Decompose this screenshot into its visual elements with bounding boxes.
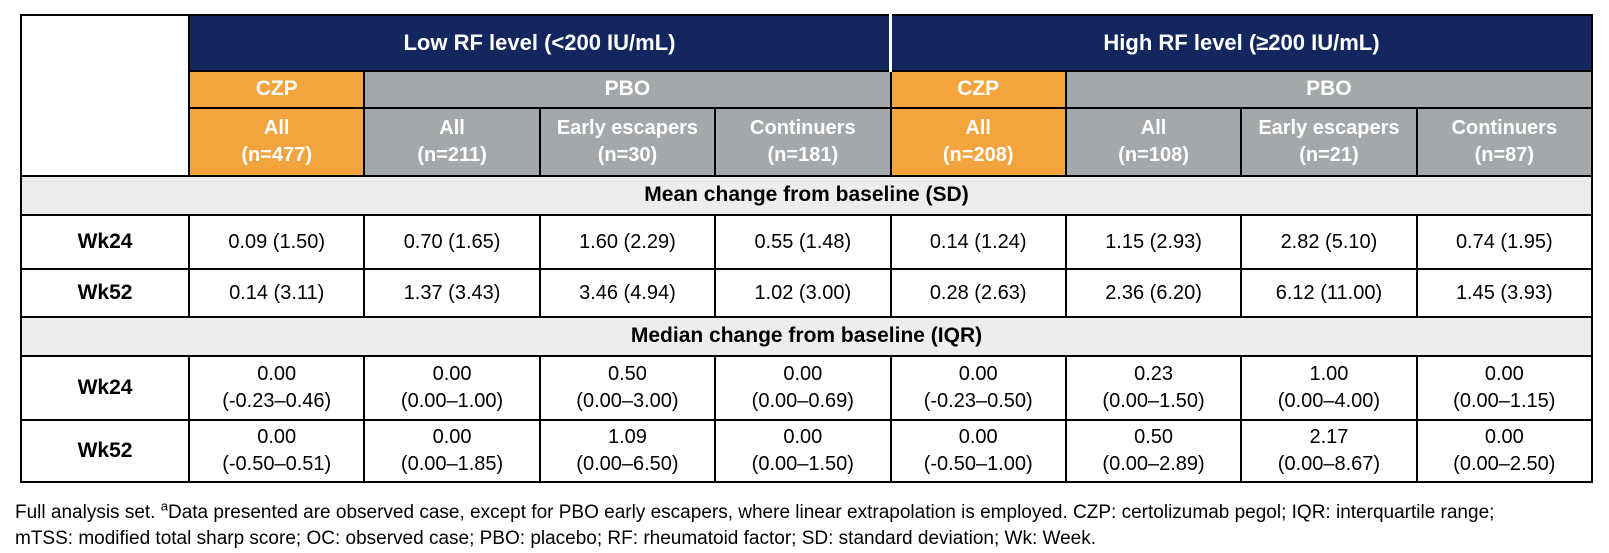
data-cell: 1.15 (2.93) xyxy=(1064,214,1243,270)
data-cell: 0.00 (0.00–1.00) xyxy=(363,355,541,421)
section-title-mean-change: Mean change from baseline (SD) xyxy=(20,175,1593,216)
group-header-high-rf: High RF level (≥200 IU/mL) xyxy=(889,14,1593,72)
footnote-prefix: Full analysis set. xyxy=(15,502,161,523)
treatment-header-pbo-low: PBO xyxy=(363,70,892,109)
row-label-wk52-median: Wk52 xyxy=(20,419,190,483)
footnote-superscript: a xyxy=(160,498,168,514)
column-header-pbo-continuers-low: Continuers (n=181) xyxy=(714,107,892,177)
blank-corner xyxy=(20,14,190,177)
data-cell: 1.02 (3.00) xyxy=(714,268,892,318)
data-cell: 1.00 (0.00–4.00) xyxy=(1240,355,1418,421)
data-cell: 2.82 (5.10) xyxy=(1240,214,1418,270)
data-cell: 0.50 (0.00–2.89) xyxy=(1064,419,1243,483)
row-label-wk52-mean: Wk52 xyxy=(20,268,190,318)
column-header-pbo-continuers-high: Continuers (n=87) xyxy=(1415,107,1594,177)
section-header-row: Mean change from baseline (SD) xyxy=(20,175,1593,216)
data-cell: 0.00 (-0.23–0.46) xyxy=(187,355,366,421)
data-cell: 2.17 (0.00–8.67) xyxy=(1240,419,1418,483)
column-header-pbo-early-escapers-low: Early escapers (n=30) xyxy=(538,107,717,177)
data-cell: 1.09 (0.00–6.50) xyxy=(538,419,717,483)
data-cell: 1.45 (3.93) xyxy=(1415,268,1594,318)
data-cell: 0.00 (0.00–1.85) xyxy=(363,419,541,483)
data-cell: 0.14 (1.24) xyxy=(889,214,1067,270)
data-cell: 0.00 (0.00–1.50) xyxy=(714,419,892,483)
footnote: Full analysis set. aData presented are o… xyxy=(15,500,1495,552)
section-title-median-change: Median change from baseline (IQR) xyxy=(20,316,1593,357)
data-cell: 0.00 (0.00–1.15) xyxy=(1415,355,1594,421)
data-cell: 0.50 (0.00–3.00) xyxy=(538,355,717,421)
table-row: Wk24 0.09 (1.50) 0.70 (1.65) 1.60 (2.29)… xyxy=(20,214,1594,270)
group-header-low-rf: Low RF level (<200 IU/mL) xyxy=(188,14,892,72)
data-cell: 0.00 (-0.23–0.50) xyxy=(889,355,1067,421)
treatment-header-czp-high: CZP xyxy=(889,70,1067,109)
data-cell: 0.55 (1.48) xyxy=(714,214,892,270)
data-cell: 0.23 (0.00–1.50) xyxy=(1064,355,1243,421)
row-label-wk24-mean: Wk24 xyxy=(20,214,190,270)
data-cell: 1.37 (3.43) xyxy=(363,268,541,318)
section-header-row: Median change from baseline (IQR) xyxy=(20,316,1593,357)
table-row: Wk24 0.00 (-0.23–0.46) 0.00 (0.00–1.00) … xyxy=(20,355,1594,421)
column-header-row: All (n=477) All (n=211) Early escapers (… xyxy=(21,107,1594,177)
group-header-row: Low RF level (<200 IU/mL) High RF level … xyxy=(20,14,1593,177)
data-cell: 0.00 (-0.50–1.00) xyxy=(889,419,1067,483)
data-cell: 0.14 (3.11) xyxy=(187,268,366,318)
data-cell: 0.00 (0.00–0.69) xyxy=(714,355,892,421)
data-cell: 3.46 (4.94) xyxy=(538,268,717,318)
data-cell: 0.28 (2.63) xyxy=(889,268,1067,318)
footnote-text: Data presented are observed case, except… xyxy=(15,502,1495,549)
column-header-pbo-all-low: All (n=211) xyxy=(363,107,541,177)
mtss-change-table: Low RF level (<200 IU/mL) High RF level … xyxy=(20,14,1594,483)
data-cell: 0.70 (1.65) xyxy=(363,214,541,270)
column-header-pbo-early-escapers-high: Early escapers (n=21) xyxy=(1240,107,1418,177)
table-row: Wk52 0.00 (-0.50–0.51) 0.00 (0.00–1.85) … xyxy=(20,419,1594,483)
column-header-czp-all-high: All (n=208) xyxy=(889,107,1067,177)
data-cell: 1.60 (2.29) xyxy=(538,214,717,270)
data-cell: 6.12 (11.00) xyxy=(1240,268,1418,318)
data-cell: 0.09 (1.50) xyxy=(187,214,366,270)
treatment-header-pbo-high: PBO xyxy=(1064,70,1594,109)
data-cell: 0.00 (-0.50–0.51) xyxy=(187,419,366,483)
data-cell: 0.00 (0.00–2.50) xyxy=(1415,419,1594,483)
data-cell: 0.74 (1.95) xyxy=(1415,214,1594,270)
treatment-header-czp-low: CZP xyxy=(187,70,366,109)
data-cell: 2.36 (6.20) xyxy=(1064,268,1243,318)
column-header-czp-all-low: All (n=477) xyxy=(187,107,366,177)
column-header-pbo-all-high: All (n=108) xyxy=(1064,107,1243,177)
table-row: Wk52 0.14 (3.11) 1.37 (3.43) 3.46 (4.94)… xyxy=(20,268,1594,318)
row-label-wk24-median: Wk24 xyxy=(20,355,190,421)
treatment-header-row: CZP PBO CZP PBO xyxy=(21,70,1594,109)
